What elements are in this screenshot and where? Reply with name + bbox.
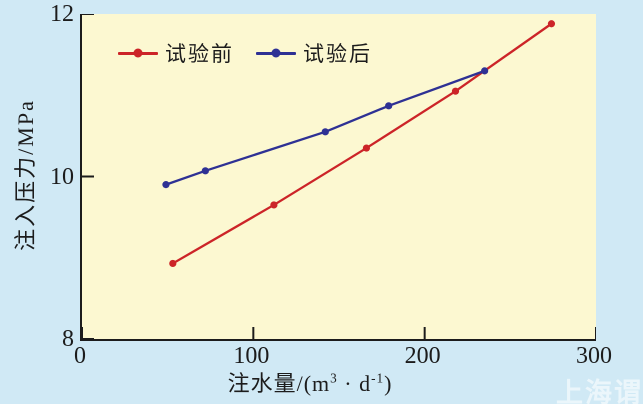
x-axis-title-sup-exp: 3 bbox=[330, 370, 338, 386]
data-point-marker bbox=[169, 259, 177, 268]
x-axis-title-close: ) bbox=[384, 371, 393, 396]
data-point-marker bbox=[547, 20, 556, 28]
y-axis-tick-labels: 8 10 12 bbox=[0, 2, 74, 351]
x-tick-label: 100 bbox=[233, 343, 270, 369]
legend-line-red-icon bbox=[118, 48, 158, 58]
x-axis-title-sup-neg: -1 bbox=[371, 370, 385, 386]
y-tick-label: 10 bbox=[50, 163, 74, 190]
data-point-marker bbox=[201, 167, 209, 175]
x-axis-title-text: 注水量/(m bbox=[227, 371, 331, 396]
data-point-marker bbox=[270, 201, 278, 209]
y-tick-label: 8 bbox=[62, 326, 74, 352]
data-point-marker bbox=[321, 128, 329, 136]
data-point-marker bbox=[451, 87, 460, 95]
data-point-marker bbox=[385, 102, 393, 110]
x-tick-label: 0 bbox=[74, 343, 86, 369]
legend-entry-before: 试验前 bbox=[118, 38, 234, 68]
legend: 试验前 试验后 bbox=[118, 38, 372, 68]
legend-label-after: 试验后 bbox=[303, 42, 372, 66]
data-point-marker bbox=[481, 67, 489, 75]
x-tick-label: 200 bbox=[404, 343, 441, 369]
legend-line-blue-icon bbox=[256, 48, 296, 58]
legend-dot-blue-icon bbox=[271, 48, 281, 58]
x-axis-title-mid: · d bbox=[337, 371, 372, 396]
y-axis-title: 注入压力/MPa bbox=[13, 99, 38, 251]
data-point-marker bbox=[362, 144, 371, 152]
legend-entry-after: 试验后 bbox=[256, 38, 372, 68]
series-line bbox=[165, 69, 486, 186]
legend-label-before: 试验前 bbox=[165, 42, 234, 66]
y-tick-label: 12 bbox=[50, 1, 74, 27]
legend-dot-red-icon bbox=[133, 48, 143, 58]
plot-area: 试验前 试验后 bbox=[80, 14, 596, 341]
data-point-marker bbox=[162, 181, 170, 189]
plot-canvas bbox=[82, 14, 596, 339]
watermark: 上海谓载 bbox=[556, 378, 643, 404]
x-axis-tick-labels: 0 100 200 300 bbox=[74, 343, 612, 372]
x-axis-title: 注水量/(m3 · d-1) bbox=[90, 366, 530, 398]
x-tick-label: 300 bbox=[576, 343, 612, 369]
